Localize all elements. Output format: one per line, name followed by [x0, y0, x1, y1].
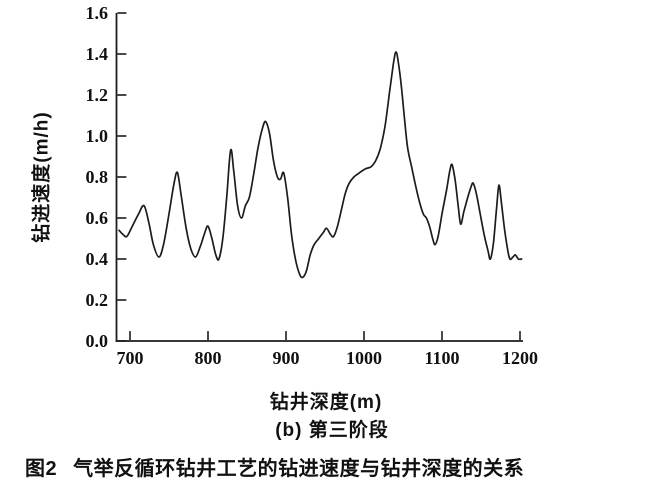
y-tick-label: 0.4 — [86, 249, 109, 269]
y-tick-label: 0.2 — [86, 290, 109, 310]
data-curve — [118, 51, 523, 279]
y-tick-label: 0.8 — [86, 167, 109, 187]
figure-title: 气举反循环钻井工艺的钻进速度与钻井深度的关系 — [73, 458, 525, 480]
x-tick-label: 800 — [195, 348, 222, 368]
line-chart: 0.0 0.2 0.4 0.6 0.8 1.0 1.2 1.4 1.6 700 800 900 1000… — [86, 3, 539, 368]
y-tick-label: 1.4 — [86, 44, 109, 64]
x-tick-label: 1000 — [346, 348, 382, 368]
y-tick-label: 1.6 — [86, 3, 109, 23]
y-tick-label: 1.2 — [86, 85, 109, 105]
subfigure-caption: (b) 第三阶段 — [275, 420, 389, 441]
x-tick-label: 1200 — [502, 348, 538, 368]
y-tick-label: 0.6 — [86, 208, 109, 228]
y-axis-title: 钻进速度(m/h) — [31, 111, 53, 243]
x-axis-title: 钻井深度(m) — [269, 392, 383, 413]
figure-caption: 图2 气举反循环钻井工艺的钻进速度与钻井深度的关系 — [25, 452, 655, 481]
x-tick-label: 900 — [273, 348, 300, 368]
x-tick-label: 700 — [117, 348, 144, 368]
figure-number: 图2 — [25, 458, 58, 480]
y-tick-label: 0.0 — [86, 331, 109, 351]
x-tick-label: 1100 — [424, 348, 459, 368]
y-tick-label: 1.0 — [86, 126, 109, 146]
